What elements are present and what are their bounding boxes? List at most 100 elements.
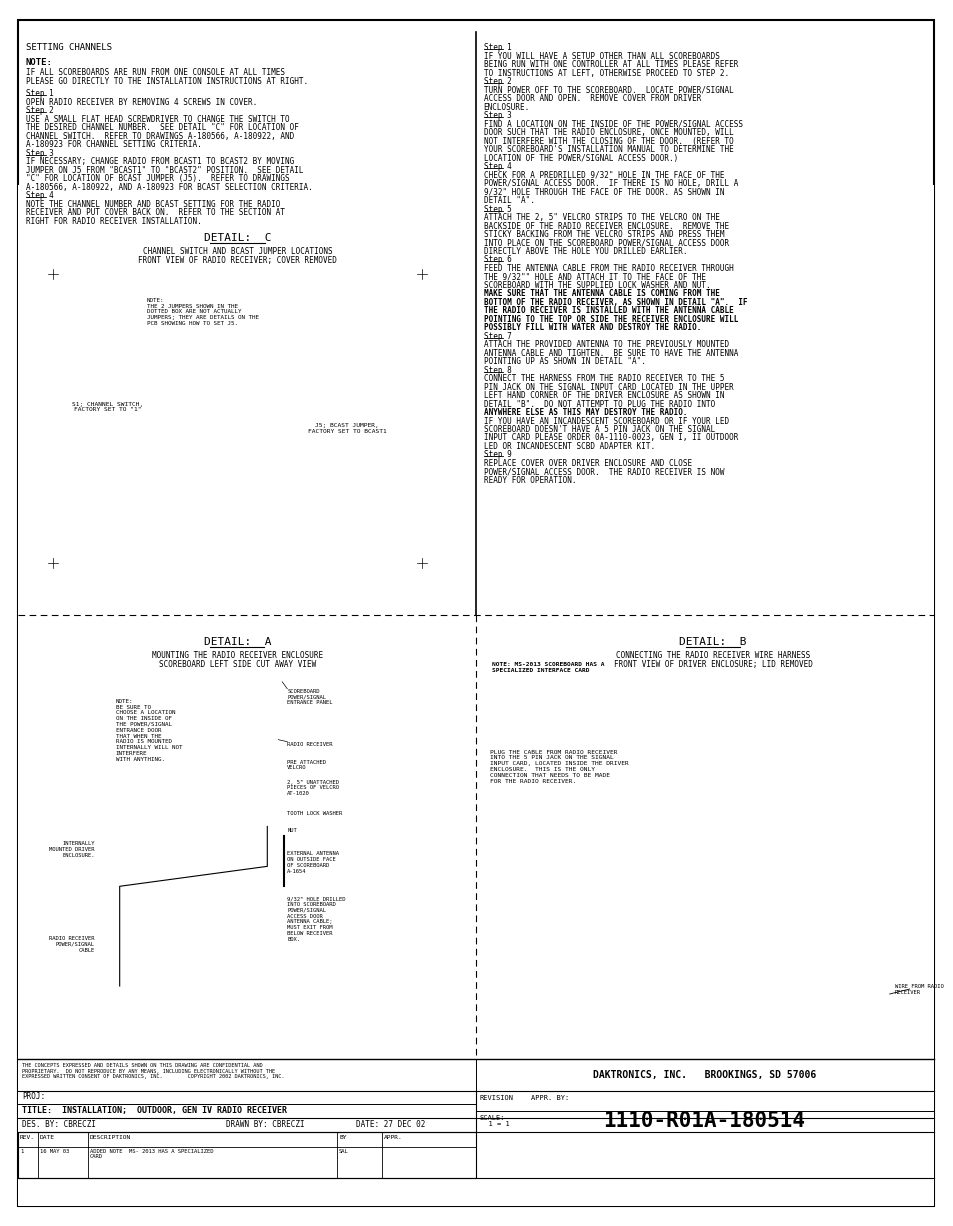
- Text: J5; BCAST JUMPER,
FACTORY SET TO BCAST1: J5; BCAST JUMPER, FACTORY SET TO BCAST1: [308, 423, 386, 434]
- Bar: [623, 715, 665, 728]
- Text: A-180923 FOR CHANNEL SETTING CRITERIA.: A-180923 FOR CHANNEL SETTING CRITERIA.: [26, 140, 201, 150]
- Text: 9/32" HOLE DRILLED
INTO SCOREBOARD
POWER/SIGNAL
ACCESS DOOR
ANTENNA CABLE;
MUST : 9/32" HOLE DRILLED INTO SCOREBOARD POWER…: [287, 896, 345, 942]
- Text: SETTING CHANNELS: SETTING CHANNELS: [26, 43, 112, 53]
- Circle shape: [265, 819, 271, 824]
- Text: POWER/SIGNAL ACCESS DOOR.  IF THERE IS NO HOLE, DRILL A: POWER/SIGNAL ACCESS DOOR. IF THERE IS NO…: [483, 179, 738, 188]
- Text: POWER/SIGNAL ACCESS DOOR.  THE RADIO RECEIVER IS NOW: POWER/SIGNAL ACCESS DOOR. THE RADIO RECE…: [483, 467, 723, 477]
- Text: PLEASE GO DIRECTLY TO THE INSTALLATION INSTRUCTIONS AT RIGHT.: PLEASE GO DIRECTLY TO THE INSTALLATION I…: [26, 77, 308, 86]
- Text: 1 = 1: 1 = 1: [479, 1121, 509, 1127]
- Text: ACCESS DOOR AND OPEN.  REMOVE COVER FROM DRIVER: ACCESS DOOR AND OPEN. REMOVE COVER FROM …: [483, 94, 700, 103]
- Text: ADDED NOTE  MS- 2013 HAS A SPECIALIZED
CARD: ADDED NOTE MS- 2013 HAS A SPECIALIZED CA…: [90, 1149, 213, 1160]
- Bar: [683, 753, 725, 766]
- Text: CHANNEL SWITCH.  REFER TO DRAWINGS A-180566, A-180922, AND: CHANNEL SWITCH. REFER TO DRAWINGS A-1805…: [26, 131, 294, 141]
- Text: ANTENNA CABLE AND TIGHTEN.  BE SURE TO HAVE THE ANTENNA: ANTENNA CABLE AND TIGHTEN. BE SURE TO HA…: [483, 348, 738, 358]
- Text: TURN POWER OFF TO THE SCOREBOARD.  LOCATE POWER/SIGNAL: TURN POWER OFF TO THE SCOREBOARD. LOCATE…: [483, 86, 733, 94]
- Text: DESCRIPTION: DESCRIPTION: [90, 1134, 131, 1140]
- Bar: [363, 353, 373, 374]
- Bar: [331, 353, 341, 374]
- Text: SCOREBOARD LEFT SIDE CUT AWAY VIEW: SCOREBOARD LEFT SIDE CUT AWAY VIEW: [158, 660, 315, 669]
- Text: INTO PLACE ON THE SCOREBOARD POWER/SIGNAL ACCESS DOOR: INTO PLACE ON THE SCOREBOARD POWER/SIGNA…: [483, 239, 728, 248]
- Text: ATTACH THE 2, 5" VELCRO STRIPS TO THE VELCRO ON THE: ATTACH THE 2, 5" VELCRO STRIPS TO THE VE…: [483, 213, 719, 222]
- Text: IF ALL SCOREBOARDS ARE RUN FROM ONE CONSOLE AT ALL TIMES: IF ALL SCOREBOARDS ARE RUN FROM ONE CONS…: [26, 69, 285, 77]
- Text: Step 4: Step 4: [26, 191, 53, 200]
- Text: PLUG THE CABLE FROM RADIO RECEIVER
INTO THE 5 PIN JACK ON THE SIGNAL
INPUT CARD,: PLUG THE CABLE FROM RADIO RECEIVER INTO …: [489, 749, 628, 783]
- Bar: [256, 714, 262, 726]
- Text: MOUNTING THE RADIO RECEIVER ENCLOSURE: MOUNTING THE RADIO RECEIVER ENCLOSURE: [152, 651, 323, 660]
- Bar: [743, 715, 785, 728]
- Text: DATE: 27 DEC 02: DATE: 27 DEC 02: [355, 1121, 425, 1129]
- Text: DETAIL:  C: DETAIL: C: [203, 233, 271, 243]
- Text: Step 5: Step 5: [483, 205, 511, 213]
- Bar: [18, 185, 933, 1206]
- Text: PIN JACK ON THE SIGNAL INPUT CARD LOCATED IN THE UPPER: PIN JACK ON THE SIGNAL INPUT CARD LOCATE…: [483, 383, 733, 391]
- Text: TO INSTRUCTIONS AT LEFT, OTHERWISE PROCEED TO STEP 2.: TO INSTRUCTIONS AT LEFT, OTHERWISE PROCE…: [483, 69, 728, 78]
- Text: CONNECT THE HARNESS FROM THE RADIO RECEIVER TO THE 5: CONNECT THE HARNESS FROM THE RADIO RECEI…: [483, 374, 723, 383]
- Bar: [619, 710, 670, 1009]
- Bar: [743, 753, 785, 766]
- Text: BOTTOM OF THE RADIO RECEIVER, AS SHOWN IN DETAIL "A".  IF: BOTTOM OF THE RADIO RECEIVER, AS SHOWN I…: [483, 298, 746, 306]
- Text: NOT INTERFERE WITH THE CLOSING OF THE DOOR.  (REFER TO: NOT INTERFERE WITH THE CLOSING OF THE DO…: [483, 137, 733, 146]
- Text: OPEN RADIO RECEIVER BY REMOVING 4 SCREWS IN COVER.: OPEN RADIO RECEIVER BY REMOVING 4 SCREWS…: [26, 98, 257, 107]
- Text: PRE ATTACHED
VELCRO: PRE ATTACHED VELCRO: [287, 760, 326, 770]
- Bar: [803, 753, 845, 766]
- Text: LED OR INCANDESCENT SCBD ADAPTER KIT.: LED OR INCANDESCENT SCBD ADAPTER KIT.: [483, 441, 654, 451]
- Text: JUMPER ON J5 FROM "BCAST1" TO "BCAST2" POSITION.  SEE DETAIL: JUMPER ON J5 FROM "BCAST1" TO "BCAST2" P…: [26, 166, 303, 174]
- Bar: [143, 294, 302, 369]
- Text: SCOREBOARD WITH THE SUPPLIED LOCK WASHER AND NUT.: SCOREBOARD WITH THE SUPPLIED LOCK WASHER…: [483, 281, 710, 289]
- Text: DAKTRONICS, INC.   BROOKINGS, SD 57006: DAKTRONICS, INC. BROOKINGS, SD 57006: [592, 1070, 815, 1080]
- Bar: [307, 348, 387, 418]
- Text: 2, 5" UNATTACHED
PIECES OF VELCRO
AT-1020: 2, 5" UNATTACHED PIECES OF VELCRO AT-102…: [287, 780, 339, 796]
- Text: POINTING TO THE TOP OR SIDE THE RECEIVER ENCLOSURE WILL: POINTING TO THE TOP OR SIDE THE RECEIVER…: [483, 315, 738, 324]
- Text: CHECK FOR A PREDRILLED 9/32" HOLE IN THE FACE OF THE: CHECK FOR A PREDRILLED 9/32" HOLE IN THE…: [483, 170, 723, 180]
- Text: FEED THE ANTENNA CABLE FROM THE RADIO RECEIVER THROUGH: FEED THE ANTENNA CABLE FROM THE RADIO RE…: [483, 264, 733, 273]
- Bar: [254, 677, 282, 986]
- Text: TOOTH LOCK WASHER: TOOTH LOCK WASHER: [287, 812, 342, 817]
- Text: Step 6: Step 6: [483, 255, 511, 265]
- Text: SCOREBOARD DOESN'T HAVE A 5 PIN JACK ON THE SIGNAL: SCOREBOARD DOESN'T HAVE A 5 PIN JACK ON …: [483, 425, 714, 434]
- Bar: [803, 867, 845, 880]
- Bar: [264, 714, 270, 726]
- Bar: [743, 829, 785, 842]
- Bar: [38, 259, 436, 579]
- Text: Step 9: Step 9: [483, 450, 511, 460]
- Bar: [623, 753, 665, 766]
- Text: IF YOU WILL HAVE A SETUP OTHER THAN ALL SCOREBOARDS: IF YOU WILL HAVE A SETUP OTHER THAN ALL …: [483, 51, 719, 61]
- Text: INPUT CARD PLEASE ORDER 0A-1110-0023, GEN I, II OUTDOOR: INPUT CARD PLEASE ORDER 0A-1110-0023, GE…: [483, 434, 738, 443]
- Text: DOOR SUCH THAT THE RADIO ENCLOSURE, ONCE MOUNTED, WILL: DOOR SUCH THAT THE RADIO ENCLOSURE, ONCE…: [483, 129, 733, 137]
- Text: DES. BY: CBRECZI: DES. BY: CBRECZI: [22, 1121, 96, 1129]
- Text: BEING RUN WITH ONE CONTROLLER AT ALL TIMES PLEASE REFER: BEING RUN WITH ONE CONTROLLER AT ALL TIM…: [483, 60, 738, 70]
- Bar: [799, 710, 849, 1009]
- Bar: [487, 658, 686, 690]
- Text: BACKSIDE OF THE RADIO RECEIVER ENCLOSURE.  REMOVE THE: BACKSIDE OF THE RADIO RECEIVER ENCLOSURE…: [483, 222, 728, 230]
- Text: CHANNEL SWITCH AND BCAST JUMPER LOCATIONS: CHANNEL SWITCH AND BCAST JUMPER LOCATION…: [142, 246, 332, 256]
- Circle shape: [45, 555, 61, 571]
- Text: Step 4: Step 4: [483, 162, 511, 172]
- Bar: [683, 791, 725, 804]
- Text: FIND A LOCATION ON THE INSIDE OF THE POWER/SIGNAL ACCESS: FIND A LOCATION ON THE INSIDE OF THE POW…: [483, 120, 742, 129]
- Circle shape: [414, 555, 430, 571]
- Text: MAKE SURE THAT THE ANTENNA CABLE IS COMING FROM THE: MAKE SURE THAT THE ANTENNA CABLE IS COMI…: [483, 289, 719, 298]
- Text: THE CONCEPTS EXPRESSED AND DETAILS SHOWN ON THIS DRAWING ARE CONFIDENTIAL AND
PR: THE CONCEPTS EXPRESSED AND DETAILS SHOWN…: [22, 1063, 284, 1079]
- Bar: [740, 710, 789, 1009]
- Text: YOUR SCOREBOARD'S INSTALLATION MANUAL TO DETERMINE THE: YOUR SCOREBOARD'S INSTALLATION MANUAL TO…: [483, 145, 733, 154]
- Bar: [803, 715, 845, 728]
- Text: REPLACE COVER OVER DRIVER ENCLOSURE AND CLOSE: REPLACE COVER OVER DRIVER ENCLOSURE AND …: [483, 459, 691, 468]
- Text: SAL: SAL: [338, 1149, 349, 1154]
- Text: WIRE FROM RADIO
RECEIVER: WIRE FROM RADIO RECEIVER: [894, 984, 943, 994]
- Text: APPR.: APPR.: [384, 1134, 402, 1140]
- Text: LOCATION OF THE POWER/SIGNAL ACCESS DOOR.): LOCATION OF THE POWER/SIGNAL ACCESS DOOR…: [483, 153, 678, 163]
- Text: IF NECESSARY; CHANGE RADIO FROM BCAST1 TO BCAST2 BY MOVING: IF NECESSARY; CHANGE RADIO FROM BCAST1 T…: [26, 157, 294, 167]
- Text: RECEIVER AND PUT COVER BACK ON.  REFER TO THE SECTION AT: RECEIVER AND PUT COVER BACK ON. REFER TO…: [26, 208, 285, 217]
- Bar: [18, 1132, 476, 1177]
- Bar: [112, 695, 222, 803]
- Text: NUT: NUT: [287, 829, 296, 834]
- Text: POINTING UP AS SHOWN IN DETAIL "A".: POINTING UP AS SHOWN IN DETAIL "A".: [483, 357, 645, 367]
- Bar: [743, 867, 785, 880]
- Bar: [613, 706, 631, 728]
- Text: Step 3: Step 3: [483, 112, 511, 120]
- Text: SCALE:: SCALE:: [479, 1114, 505, 1121]
- Text: DATE: DATE: [40, 1134, 55, 1140]
- Bar: [683, 715, 725, 728]
- Text: INTERNALLY
MOUNTED DRIVER
ENCLOSURE.: INTERNALLY MOUNTED DRIVER ENCLOSURE.: [50, 841, 94, 858]
- Text: RADIO RECEIVER
POWER/SIGNAL
CABLE: RADIO RECEIVER POWER/SIGNAL CABLE: [50, 937, 94, 953]
